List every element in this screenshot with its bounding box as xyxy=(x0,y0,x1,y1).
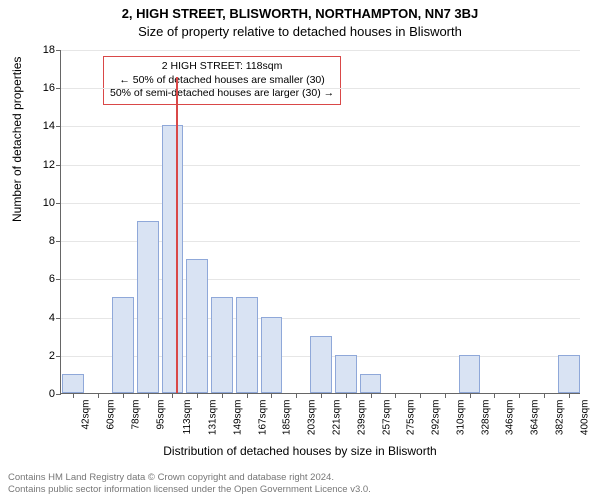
x-tick-mark xyxy=(519,393,520,398)
x-tick-mark xyxy=(148,393,149,398)
x-tick-label: 310sqm xyxy=(455,400,466,436)
histogram-bar xyxy=(459,355,481,393)
x-tick-mark xyxy=(494,393,495,398)
y-tick-mark xyxy=(56,279,61,280)
marker-line xyxy=(176,77,178,393)
x-tick-mark xyxy=(569,393,570,398)
x-tick-mark xyxy=(222,393,223,398)
x-tick-mark xyxy=(346,393,347,398)
y-tick-mark xyxy=(56,50,61,51)
x-tick-label: 203sqm xyxy=(307,400,318,436)
histogram-bar xyxy=(558,355,580,393)
annotation-box: 2 HIGH STREET: 118sqm ← 50% of detached … xyxy=(103,56,341,105)
histogram-bar xyxy=(335,355,357,393)
y-tick-label: 4 xyxy=(31,312,55,324)
y-tick-label: 10 xyxy=(31,197,55,209)
histogram-bar xyxy=(360,374,382,393)
footer-line2: Contains public sector information licen… xyxy=(8,484,371,496)
x-tick-mark xyxy=(371,393,372,398)
y-tick-label: 8 xyxy=(31,235,55,247)
y-tick-label: 18 xyxy=(31,44,55,56)
histogram-bar xyxy=(137,221,159,393)
x-tick-label: 292sqm xyxy=(430,400,441,436)
y-tick-label: 12 xyxy=(31,159,55,171)
x-tick-label: 257sqm xyxy=(381,400,392,436)
x-tick-mark xyxy=(197,393,198,398)
histogram-bar xyxy=(162,125,184,393)
y-tick-label: 2 xyxy=(31,350,55,362)
y-tick-mark xyxy=(56,165,61,166)
x-tick-mark xyxy=(123,393,124,398)
gridline xyxy=(61,203,580,204)
x-tick-label: 239sqm xyxy=(356,400,367,436)
gridline xyxy=(61,50,580,51)
x-tick-label: 78sqm xyxy=(130,400,141,430)
histogram-bar xyxy=(62,374,84,393)
gridline xyxy=(61,88,580,89)
x-tick-label: 131sqm xyxy=(207,400,218,436)
x-tick-mark xyxy=(172,393,173,398)
plot-area: 2 HIGH STREET: 118sqm ← 50% of detached … xyxy=(60,50,580,394)
x-tick-label: 42sqm xyxy=(81,400,92,430)
x-tick-label: 167sqm xyxy=(257,400,268,436)
x-tick-label: 346sqm xyxy=(505,400,516,436)
y-tick-mark xyxy=(56,203,61,204)
x-tick-mark xyxy=(73,393,74,398)
x-tick-label: 60sqm xyxy=(106,400,117,430)
histogram-bar xyxy=(186,259,208,393)
y-tick-mark xyxy=(56,88,61,89)
histogram-bar xyxy=(236,297,258,393)
y-tick-label: 0 xyxy=(31,388,55,400)
x-tick-mark xyxy=(321,393,322,398)
footer-attribution: Contains HM Land Registry data © Crown c… xyxy=(8,472,371,496)
y-tick-label: 6 xyxy=(31,273,55,285)
y-axis-label: Number of detached properties xyxy=(10,57,24,222)
annotation-line2: ← 50% of detached houses are smaller (30… xyxy=(110,74,334,88)
x-tick-label: 275sqm xyxy=(406,400,417,436)
gridline xyxy=(61,126,580,127)
footer-line1: Contains HM Land Registry data © Crown c… xyxy=(8,472,371,484)
annotation-line1: 2 HIGH STREET: 118sqm xyxy=(110,60,334,74)
gridline xyxy=(61,165,580,166)
x-tick-label: 221sqm xyxy=(331,400,342,436)
x-tick-mark xyxy=(247,393,248,398)
x-tick-mark xyxy=(395,393,396,398)
chart-title-subtitle: Size of property relative to detached ho… xyxy=(0,24,600,39)
y-tick-mark xyxy=(56,241,61,242)
x-tick-mark xyxy=(271,393,272,398)
y-tick-label: 14 xyxy=(31,120,55,132)
x-tick-label: 328sqm xyxy=(480,400,491,436)
histogram-bar xyxy=(211,297,233,393)
x-tick-label: 400sqm xyxy=(579,400,590,436)
x-tick-label: 364sqm xyxy=(529,400,540,436)
y-tick-label: 16 xyxy=(31,82,55,94)
chart-title-address: 2, HIGH STREET, BLISWORTH, NORTHAMPTON, … xyxy=(0,6,600,21)
x-tick-mark xyxy=(98,393,99,398)
x-tick-mark xyxy=(420,393,421,398)
x-tick-mark xyxy=(296,393,297,398)
y-tick-mark xyxy=(56,126,61,127)
y-tick-mark xyxy=(56,356,61,357)
x-tick-label: 113sqm xyxy=(182,400,193,435)
y-tick-mark xyxy=(56,318,61,319)
x-tick-label: 185sqm xyxy=(282,400,293,436)
x-axis-label: Distribution of detached houses by size … xyxy=(0,444,600,458)
x-tick-mark xyxy=(470,393,471,398)
x-tick-mark xyxy=(544,393,545,398)
histogram-bar xyxy=(261,317,283,393)
annotation-line3: 50% of semi-detached houses are larger (… xyxy=(110,87,334,101)
x-tick-label: 382sqm xyxy=(554,400,565,436)
chart-container: 2, HIGH STREET, BLISWORTH, NORTHAMPTON, … xyxy=(0,0,600,500)
x-tick-mark xyxy=(445,393,446,398)
histogram-bar xyxy=(310,336,332,393)
y-tick-mark xyxy=(56,394,61,395)
histogram-bar xyxy=(112,297,134,393)
x-tick-label: 149sqm xyxy=(232,400,243,436)
x-tick-label: 95sqm xyxy=(155,400,166,430)
